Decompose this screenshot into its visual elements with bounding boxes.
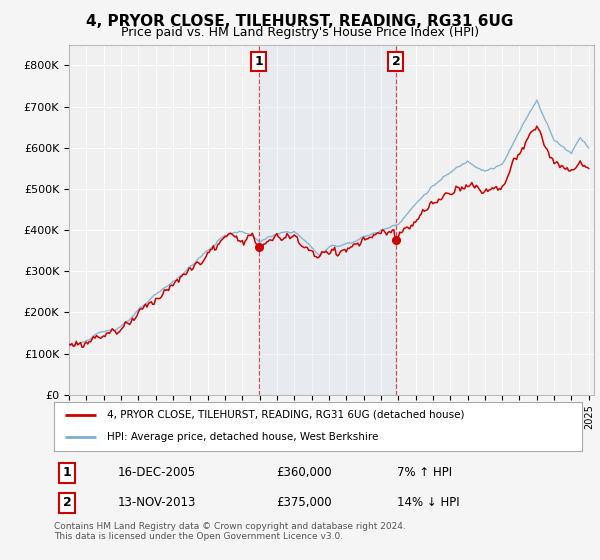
Text: 4, PRYOR CLOSE, TILEHURST, READING, RG31 6UG: 4, PRYOR CLOSE, TILEHURST, READING, RG31… (86, 14, 514, 29)
Text: 2: 2 (63, 496, 71, 510)
Text: 4, PRYOR CLOSE, TILEHURST, READING, RG31 6UG (detached house): 4, PRYOR CLOSE, TILEHURST, READING, RG31… (107, 410, 464, 420)
Text: Price paid vs. HM Land Registry's House Price Index (HPI): Price paid vs. HM Land Registry's House … (121, 26, 479, 39)
Text: 14% ↓ HPI: 14% ↓ HPI (397, 496, 460, 510)
Text: £375,000: £375,000 (276, 496, 331, 510)
Text: £360,000: £360,000 (276, 466, 331, 479)
Text: 13-NOV-2013: 13-NOV-2013 (118, 496, 196, 510)
Text: 7% ↑ HPI: 7% ↑ HPI (397, 466, 452, 479)
Text: Contains HM Land Registry data © Crown copyright and database right 2024.
This d: Contains HM Land Registry data © Crown c… (54, 522, 406, 542)
Text: 16-DEC-2005: 16-DEC-2005 (118, 466, 196, 479)
Bar (259, 45, 396, 395)
Text: HPI: Average price, detached house, West Berkshire: HPI: Average price, detached house, West… (107, 432, 378, 442)
Text: 2: 2 (392, 55, 400, 68)
Text: 1: 1 (63, 466, 71, 479)
Text: 1: 1 (254, 55, 263, 68)
